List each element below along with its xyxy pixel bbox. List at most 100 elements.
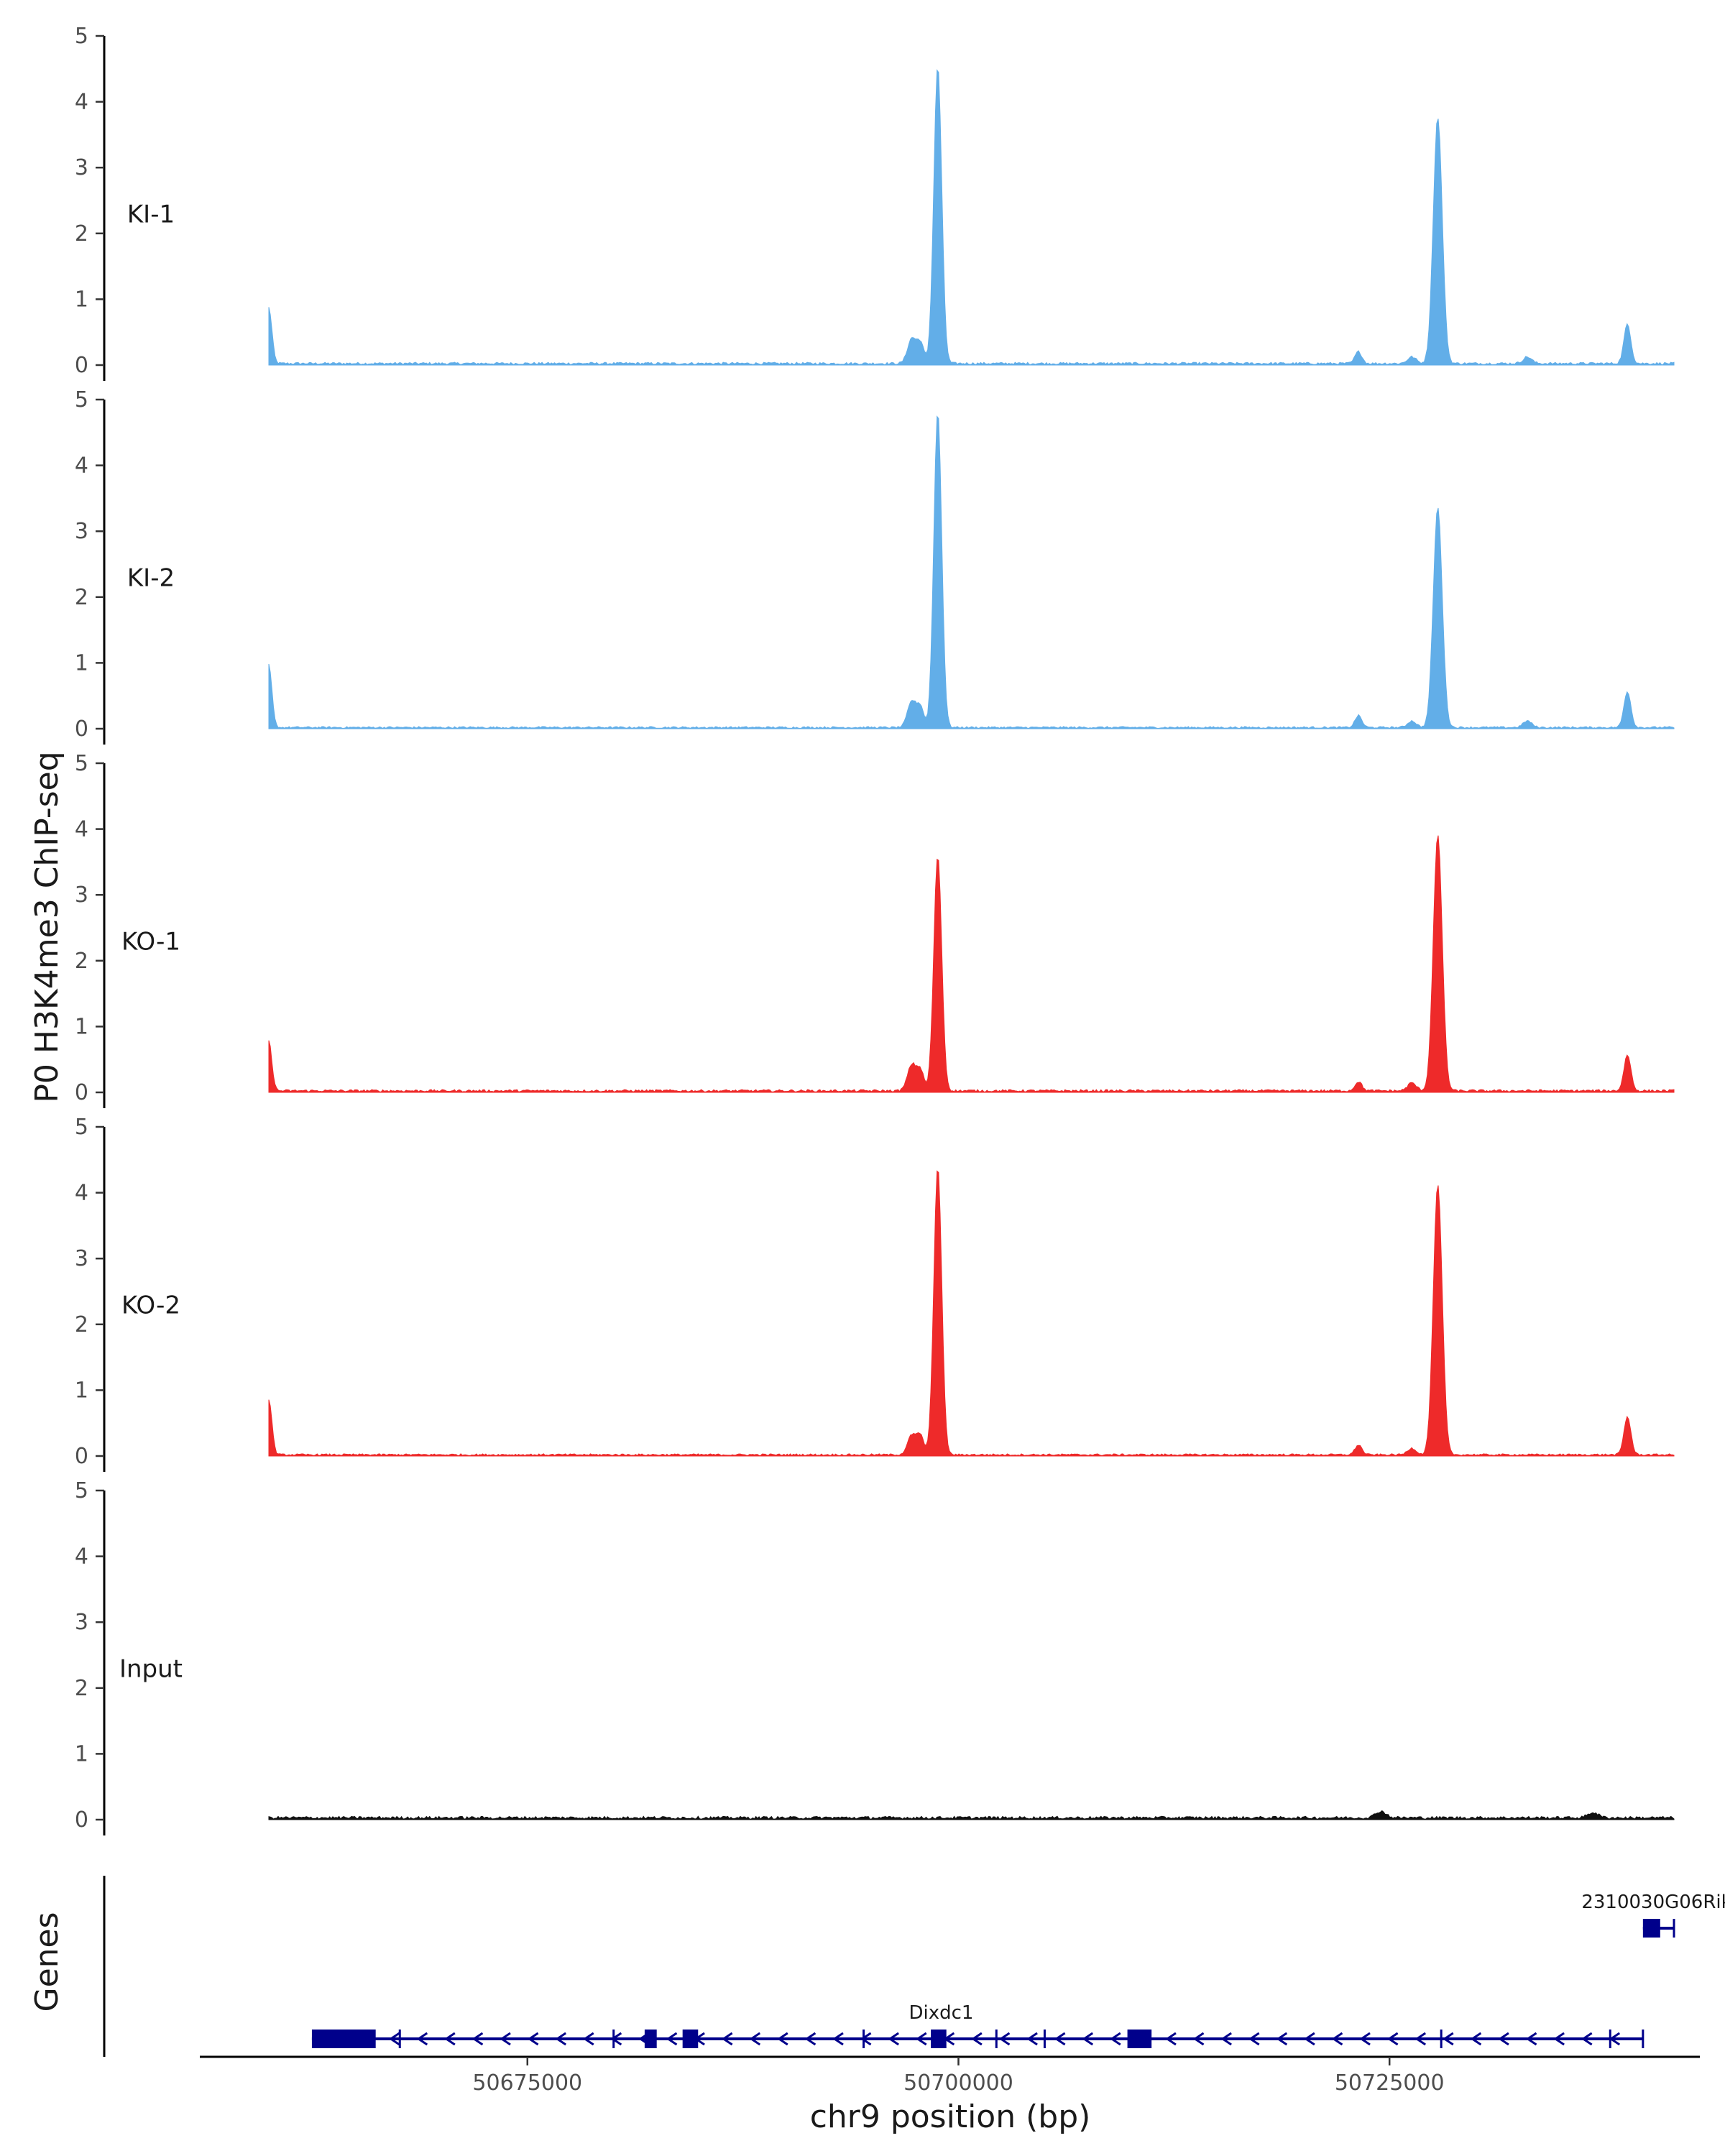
strand-arrow	[527, 2032, 539, 2046]
strand-arrow	[1082, 2032, 1094, 2046]
strand-arrow	[1470, 2032, 1482, 2046]
track-label: KI-2	[127, 563, 175, 592]
x-tick-label: 50675000	[472, 2070, 582, 2096]
strand-arrow	[1581, 2032, 1593, 2046]
signal-area-ko-1	[268, 835, 1675, 1093]
strand-arrow	[1110, 2032, 1121, 2046]
strand-arrow	[500, 2032, 511, 2046]
track-label: KO-1	[121, 927, 180, 956]
y-tick-label: 5	[75, 1115, 88, 1140]
y-tick-label: 0	[75, 1807, 88, 1833]
strand-arrow	[666, 2032, 678, 2046]
strand-arrow	[1331, 2032, 1343, 2046]
strand-arrow	[888, 2032, 899, 2046]
y-tick-label: 4	[75, 90, 88, 115]
y-tick-label: 1	[75, 287, 88, 312]
y-tick-label: 2	[75, 1312, 88, 1337]
signal-area-input	[268, 1810, 1675, 1820]
y-tick-label: 5	[75, 387, 88, 413]
strand-arrow	[832, 2032, 844, 2046]
gene-exon	[311, 2030, 376, 2048]
y-tick-label: 2	[75, 949, 88, 974]
signal-area-ki-2	[268, 415, 1675, 729]
signal-area-ki-1	[268, 69, 1675, 366]
track-panel-ko-1: 0 1 2 3 4 5 KO-1	[75, 751, 1675, 1108]
y-tick-label: 3	[75, 519, 88, 544]
y-tick-label: 5	[75, 751, 88, 776]
y-tick-label: 1	[75, 1014, 88, 1039]
strand-arrow	[1386, 2032, 1399, 2046]
strand-arrow	[1248, 2032, 1260, 2046]
gene-exon	[644, 2030, 657, 2048]
strand-arrow	[1220, 2032, 1232, 2046]
strand-arrow	[971, 2032, 983, 2046]
gene-exon	[1127, 2030, 1152, 2048]
track-label: Input	[119, 1654, 183, 1683]
strand-arrow	[1026, 2032, 1038, 2046]
genes-axis-title: Genes	[29, 1912, 65, 2012]
y-tick-label: 4	[75, 1544, 88, 1570]
y-tick-label: 1	[75, 1741, 88, 1766]
strand-arrow	[416, 2032, 428, 2046]
strand-arrow	[472, 2032, 484, 2046]
y-tick-label: 0	[75, 1080, 88, 1105]
x-axis: 50675000 50700000 50725000	[200, 2055, 1700, 2096]
strand-arrow	[1165, 2032, 1177, 2046]
y-tick-label: 4	[75, 453, 88, 479]
y-tick-label: 2	[75, 221, 88, 247]
y-tick-label: 3	[75, 155, 88, 180]
strand-arrow	[1359, 2032, 1371, 2046]
strand-arrow	[583, 2032, 594, 2046]
y-tick-label: 3	[75, 1246, 88, 1271]
strand-arrow	[1192, 2032, 1205, 2046]
track-panel-ki-2: 0 1 2 3 4 5 KI-2	[75, 387, 1675, 745]
strand-arrow	[444, 2032, 456, 2046]
strand-arrow	[749, 2032, 761, 2046]
strand-arrow	[1525, 2032, 1537, 2046]
signal-area-ko-2	[268, 1170, 1675, 1457]
gene-2310030g06rik: 2310030G06Rik	[1581, 1892, 1725, 1938]
gene-dixdc1: Dixdc1	[311, 2002, 1644, 2048]
track-panel-input: 0 1 2 3 4 5 Input	[75, 1478, 1675, 1835]
y-tick-label: 3	[75, 1610, 88, 1635]
signal-tracks: 0 1 2 3 4 5 KI-1 0 1 2 3 4 5 KI-2 0 1 2 3 4 5 KO-1 0 1 2 3 4 5 KO-2…	[75, 24, 1675, 1835]
y-axis-title: P0 H3K4me3 ChIP-seq	[29, 751, 65, 1102]
strand-arrow	[777, 2032, 788, 2046]
strand-arrow	[1054, 2032, 1066, 2046]
strand-arrow	[1553, 2032, 1565, 2046]
gene-exon	[931, 2030, 947, 2048]
y-tick-label: 3	[75, 883, 88, 908]
gene-exon	[1642, 1919, 1660, 1938]
y-tick-label: 4	[75, 1181, 88, 1206]
y-tick-label: 0	[75, 1444, 88, 1469]
strand-arrow	[555, 2032, 566, 2046]
y-tick-label: 2	[75, 1676, 88, 1701]
strand-arrow	[388, 2032, 400, 2046]
strand-arrow	[998, 2032, 1011, 2046]
gene-label: 2310030G06Rik	[1581, 1892, 1725, 1913]
y-tick-label: 4	[75, 817, 88, 842]
x-tick-label: 50700000	[903, 2070, 1013, 2096]
track-panel-ko-2: 0 1 2 3 4 5 KO-2	[75, 1115, 1675, 1472]
y-tick-label: 1	[75, 1378, 88, 1403]
track-panel-ki-1: 0 1 2 3 4 5 KI-1	[75, 24, 1675, 381]
gene-panel: Dixdc1 2310030G06Rik	[103, 1876, 1725, 2057]
strand-arrow	[1276, 2032, 1288, 2046]
gene-label: Dixdc1	[909, 2002, 974, 2024]
y-tick-label: 2	[75, 585, 88, 610]
strand-arrow	[916, 2032, 927, 2046]
strand-arrow	[721, 2032, 733, 2046]
x-axis-title: chr9 position (bp)	[810, 2099, 1091, 2135]
y-tick-label: 0	[75, 717, 88, 742]
strand-arrow	[1443, 2032, 1454, 2046]
strand-arrow	[1414, 2032, 1427, 2046]
y-tick-label: 5	[75, 24, 88, 49]
track-label: KO-2	[121, 1291, 180, 1319]
gene-exon	[682, 2030, 699, 2048]
strand-arrow	[1498, 2032, 1509, 2046]
strand-arrow	[1304, 2032, 1315, 2046]
y-tick-label: 5	[75, 1478, 88, 1503]
track-label: KI-1	[127, 200, 175, 229]
x-tick-label: 50725000	[1335, 2070, 1445, 2096]
